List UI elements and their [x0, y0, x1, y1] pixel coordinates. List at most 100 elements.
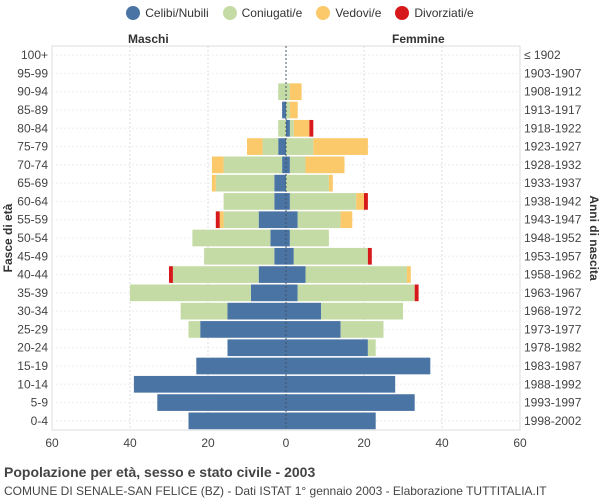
bar-female-coniugati-e	[321, 302, 403, 320]
bar-male-coniugati-e	[188, 321, 201, 338]
male-side-label: Maschi	[128, 32, 169, 46]
bar-female-vedovi-e	[406, 266, 411, 283]
bar-male-celibi-nubili	[270, 229, 286, 247]
age-group-label: 5-9	[31, 396, 49, 410]
birth-year-label: 1913-1917	[524, 103, 582, 117]
bar-male-celibi-nubili	[227, 339, 286, 357]
age-group-label: 25-29	[17, 322, 48, 336]
bar-male-celibi-nubili	[200, 321, 286, 338]
bar-male-celibi-nubili	[258, 211, 286, 229]
y-axis-title-right: Anni di nascita	[587, 195, 600, 281]
legend-swatch-coniugati	[222, 6, 237, 20]
bar-female-celibi-nubili	[286, 339, 368, 357]
bar-male-celibi-nubili	[274, 193, 286, 210]
bar-female-celibi-nubili	[286, 193, 290, 210]
x-tick-label: 0	[283, 436, 290, 450]
bar-male-celibi-nubili	[282, 156, 286, 174]
bar-female-celibi-nubili	[286, 284, 298, 302]
bar-male-celibi-nubili	[282, 101, 286, 119]
bar-male-coniugati-e	[130, 284, 251, 302]
bar-female-celibi-nubili	[286, 302, 322, 320]
birth-year-label: 1938-1942	[524, 194, 582, 208]
birth-year-label: 1943-1947	[524, 213, 582, 227]
age-group-label: 80-84	[17, 121, 48, 135]
y-axis-title-left: Fasce di età	[1, 203, 15, 272]
bar-female-divorziati-e	[364, 193, 368, 210]
age-group-label: 85-89	[17, 103, 48, 117]
bar-female-coniugati-e	[289, 229, 329, 247]
bar-female-coniugati-e	[286, 83, 290, 101]
age-group-label: 15-19	[17, 359, 48, 373]
age-group-label: 30-34	[17, 304, 48, 318]
bar-male-coniugati-e	[262, 138, 279, 155]
legend-item-celibi[interactable]: Celibi/Nubili	[126, 6, 209, 20]
bar-male-coniugati-e	[223, 156, 283, 174]
bar-male-coniugati-e	[204, 247, 275, 265]
bar-female-vedovi-e	[313, 138, 368, 155]
birth-year-label: 1958-1962	[524, 268, 582, 282]
age-group-label: 10-14	[17, 377, 48, 391]
age-group-label: 55-59	[17, 213, 48, 227]
legend-label-celibi: Celibi/Nubili	[145, 6, 209, 20]
legend-swatch-vedovi	[316, 6, 331, 20]
birth-year-label: 1998-2002	[524, 414, 582, 428]
bar-male-celibi-nubili	[278, 138, 286, 155]
legend-item-vedovi[interactable]: Vedovi/e	[316, 6, 381, 20]
birth-year-label: 1903-1907	[524, 66, 582, 80]
birth-year-label: 1968-1972	[524, 304, 582, 318]
bar-male-vedovi-e	[211, 174, 216, 192]
bar-male-vedovi-e	[247, 138, 263, 155]
bar-male-celibi-nubili	[157, 394, 286, 411]
birth-year-label: 1973-1977	[524, 322, 582, 336]
bar-female-celibi-nubili	[286, 119, 290, 137]
bar-female-coniugati-e	[340, 321, 384, 338]
age-group-label: 40-44	[17, 268, 48, 282]
bar-male-divorziati-e	[215, 211, 220, 229]
age-group-label: 95-99	[17, 66, 48, 80]
bar-female-coniugati-e	[286, 138, 314, 155]
age-group-label: 0-4	[31, 414, 49, 428]
bar-female-celibi-nubili	[286, 211, 298, 229]
bar-female-celibi-nubili	[286, 247, 294, 265]
birth-year-label: 1978-1982	[524, 341, 582, 355]
age-group-label: 65-69	[17, 176, 48, 190]
birth-year-label: 1918-1922	[524, 121, 582, 135]
bar-female-vedovi-e	[305, 156, 345, 174]
x-tick-label: 40	[435, 436, 449, 450]
bar-male-coniugati-e	[278, 119, 286, 137]
chart-title: Popolazione per età, sesso e stato civil…	[4, 464, 316, 480]
x-tick-label: 20	[201, 436, 215, 450]
legend-label-coniugati: Coniugati/e	[241, 6, 303, 20]
legend-item-divorziati[interactable]: Divorziati/e	[395, 6, 474, 20]
bar-female-coniugati-e	[286, 174, 329, 192]
birth-year-label: 1983-1987	[524, 359, 582, 373]
legend-item-coniugati[interactable]: Coniugati/e	[222, 6, 303, 20]
bar-male-celibi-nubili	[274, 247, 286, 265]
birth-year-label: 1928-1932	[524, 158, 582, 172]
birth-year-label: 1933-1937	[524, 176, 582, 190]
legend-label-vedovi: Vedovi/e	[335, 6, 382, 20]
bar-male-celibi-nubili	[227, 302, 286, 320]
bar-female-coniugati-e	[305, 266, 407, 283]
x-tick-label: 40	[123, 436, 137, 450]
age-group-label: 50-54	[17, 231, 48, 245]
age-group-label: 20-24	[17, 341, 48, 355]
birth-year-label: ≤ 1902	[524, 48, 561, 62]
bar-female-vedovi-e	[356, 193, 364, 210]
bar-female-coniugati-e	[297, 284, 415, 302]
x-tick-label: 60	[45, 436, 59, 450]
birth-year-label: 1948-1952	[524, 231, 582, 245]
bar-female-celibi-nubili	[286, 229, 290, 247]
bar-female-celibi-nubili	[286, 321, 341, 338]
x-tick-label: 60	[513, 436, 527, 450]
birth-year-label: 1953-1957	[524, 249, 582, 263]
bar-female-divorziati-e	[367, 247, 372, 265]
age-group-label: 45-49	[17, 249, 48, 263]
bar-female-vedovi-e	[289, 101, 298, 119]
x-tick-label: 20	[357, 436, 371, 450]
legend-label-divorziati: Divorziati/e	[414, 6, 474, 20]
bar-male-coniugati-e	[172, 266, 259, 283]
bar-male-coniugati-e	[223, 211, 259, 229]
age-group-label: 60-64	[17, 194, 48, 208]
bar-female-divorziati-e	[414, 284, 419, 302]
